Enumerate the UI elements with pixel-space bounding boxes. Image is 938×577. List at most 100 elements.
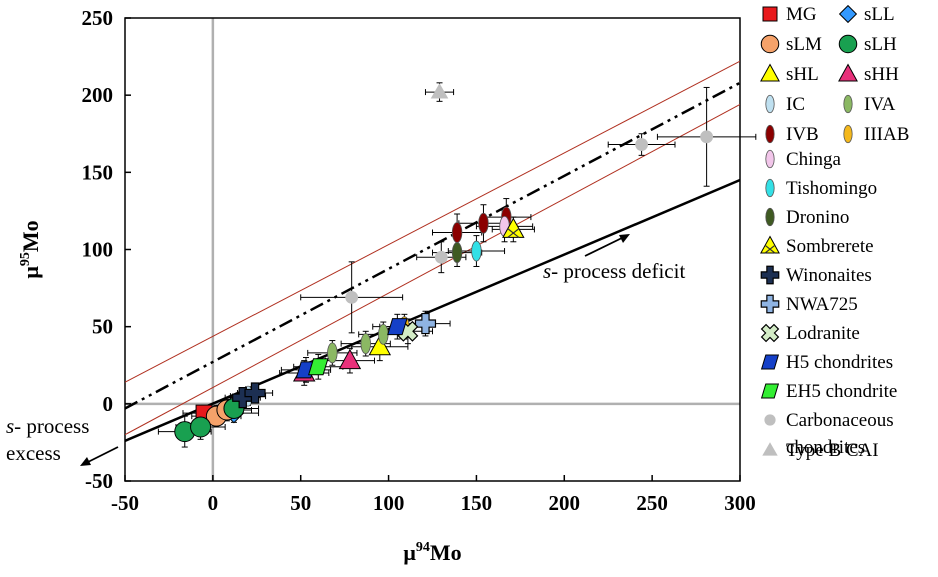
legend-label: sHH [864, 64, 899, 85]
marker-sombrerete [502, 217, 525, 238]
legend-marker-eh5-chondrite [760, 383, 780, 399]
legend-label-line: chondrites [786, 437, 865, 458]
legend-marker-type-b-cai [762, 442, 778, 456]
annotation-prefix: s- [543, 259, 563, 283]
legend-label: sHL [786, 64, 819, 85]
axis-title-prefix: μ [18, 266, 43, 279]
legend-entry-winonaites: Winonaites [760, 265, 872, 286]
marker-winonaites [244, 382, 266, 404]
legend-label: sLM [786, 34, 822, 55]
x-tick-label: 100 [373, 491, 405, 515]
x-axis-title: μ94Mo [403, 540, 461, 565]
deficit-arrow-head [619, 234, 630, 243]
legend-label: EH5 chondrite [786, 381, 897, 402]
marker-shl-shape [368, 334, 392, 356]
legend-entry-mg: MG [762, 4, 817, 25]
annotation-text: process [26, 414, 89, 438]
legend-label: IVA [864, 94, 896, 115]
marker-h5-chondrites [387, 318, 408, 336]
legend-marker-iiiab [843, 124, 853, 144]
legend-entry-lodranite: Lodranite [760, 323, 860, 344]
data-markers [174, 83, 714, 443]
marker-iva [378, 323, 389, 345]
x-tick-label: 250 [636, 491, 668, 515]
x-tick-label: 0 [208, 491, 219, 515]
legend-marker-shl-shape [760, 63, 780, 82]
marker-carbonaceous-chondrites [700, 130, 714, 144]
marker-sombrerete-hatch [507, 228, 520, 238]
annotation: excess [6, 441, 61, 465]
marker-slh [190, 416, 212, 438]
legend-entry-ivb: IVB [765, 124, 819, 145]
legend-entry-carbonaceous-chondrites: Carbonaceous chondrites [764, 410, 894, 458]
legend-marker-slh [838, 34, 858, 54]
legend-entry-type-b-cai: Type B CAI [762, 440, 879, 461]
legend-entry-ic: IC [765, 94, 805, 115]
legend-marker-winonaites [760, 265, 780, 285]
x-tick-label: 50 [290, 491, 311, 515]
mixing-line [125, 81, 740, 410]
axis-title-suffix: Mo [430, 540, 462, 565]
legend-entry-shl: sHL [760, 63, 819, 85]
legend-marker-mg [762, 6, 778, 22]
legend-entry-slm: sLM [760, 34, 822, 55]
legend-label: IC [786, 94, 805, 115]
y-axis-title: μ95Mo [18, 220, 43, 278]
legend-marker-dronino [765, 207, 775, 227]
legend-label: H5 chondrites [786, 352, 893, 373]
legend-marker-sombrerete [760, 235, 780, 254]
legend-entry-sombrerete: Sombrerete [760, 235, 874, 257]
legend-marker-sll [838, 4, 858, 24]
marker-shh-shape [338, 348, 362, 370]
legend-label: sLH [864, 34, 897, 55]
legend-label: Sombrerete [786, 236, 874, 257]
legend-marker-iva [843, 94, 853, 114]
marker-tishomingo [471, 240, 482, 262]
legend-entry-nwa725: NWA725 [760, 294, 858, 315]
legend-label: sLL [864, 4, 895, 25]
y-tick-label: -50 [85, 469, 113, 493]
x-tick-label: 300 [724, 491, 756, 515]
legend-entry-iva: IVA [843, 94, 896, 115]
marker-sombrerete-shape [502, 217, 525, 238]
axis-title-superscript: 94 [416, 540, 430, 555]
annotation-text: process deficit [563, 259, 685, 283]
legend-label: Winonaites [786, 265, 872, 286]
x-tick-label: -50 [111, 491, 139, 515]
legend-entry-h5-chondrites: H5 chondrites [760, 352, 893, 373]
mixing-envelope-upper [125, 60, 740, 383]
legend-entry-sll: sLL [838, 4, 895, 25]
axis-title-prefix: μ [403, 540, 416, 565]
excess-arrow-head [80, 457, 91, 466]
y-tick-label: 150 [82, 160, 114, 184]
legend-marker-ivb [765, 124, 775, 144]
marker-ivb [451, 222, 463, 243]
legend-entry-slh: sLH [838, 34, 897, 55]
reference-lines [125, 60, 740, 443]
legend-marker-slm [760, 34, 780, 54]
marker-eh5-chondrite [308, 358, 329, 376]
y-tick-label: 200 [82, 83, 114, 107]
legend-label: Dronino [786, 207, 849, 228]
legend-marker-sombrerete-hatch [764, 244, 776, 254]
legend-label: Type B CAI [786, 440, 879, 461]
y-tick-label: 50 [92, 315, 113, 339]
y-tick-label: 0 [103, 392, 114, 416]
marker-nwa725 [414, 312, 437, 335]
annotation-text: excess [6, 441, 61, 465]
mixing-envelope-lower [125, 103, 740, 436]
legend-entry-dronino: Dronino [765, 207, 849, 228]
marker-ivb [478, 212, 489, 234]
legend-marker-sombrerete-shape [760, 235, 780, 254]
y-tick-label: 250 [82, 6, 114, 30]
legend-marker-lodranite [760, 323, 780, 343]
legend-marker-ic [765, 94, 775, 114]
legend-marker-chinga [765, 149, 775, 169]
excess-arrow [83, 446, 119, 465]
annotation-prefix: s- [6, 414, 26, 438]
legend-entry-chinga: Chinga [765, 149, 841, 170]
legend-label-line: Carbonaceous [786, 410, 894, 431]
axis-title-superscript: 95 [18, 252, 33, 266]
legend-entry-shh: sHH [838, 63, 899, 85]
